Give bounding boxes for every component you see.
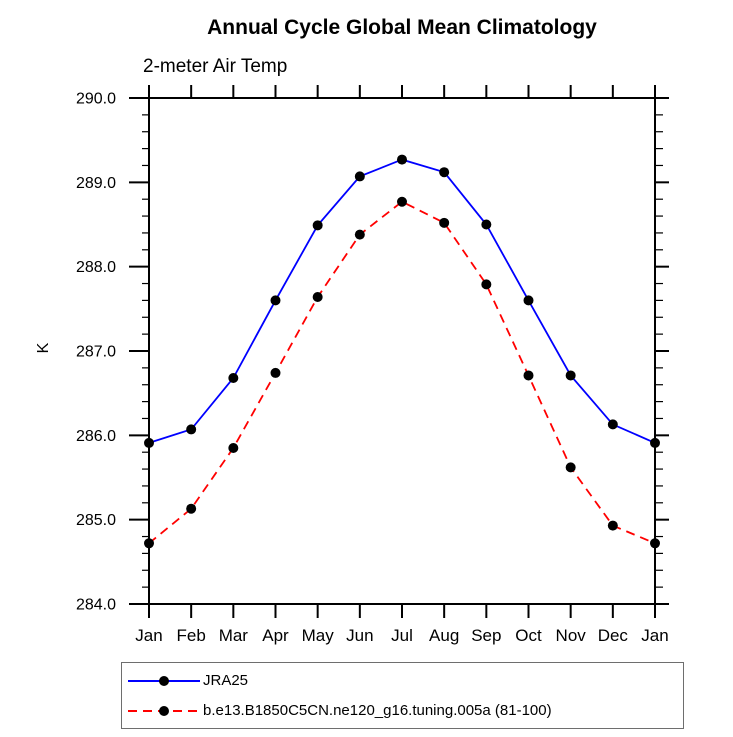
series-1-marker <box>186 503 197 514</box>
series-0-marker <box>144 437 154 448</box>
series-1-marker <box>397 196 407 207</box>
series-0-marker <box>354 171 365 182</box>
x-tick-label: Jun <box>346 626 373 645</box>
x-tick-label: Mar <box>219 626 249 645</box>
series-1-marker <box>607 520 618 531</box>
legend-swatch-solid-line <box>128 675 200 686</box>
x-tick-label: Feb <box>177 626 206 645</box>
y-tick-label: 288.0 <box>76 259 116 276</box>
legend-label: JRA25 <box>203 672 249 689</box>
y-tick-label: 285.0 <box>76 512 116 529</box>
axis-frame <box>148 97 656 605</box>
series-0-marker <box>607 419 618 430</box>
series-0-marker <box>439 167 450 178</box>
y-tick-label: 287.0 <box>76 344 116 361</box>
series-0-marker <box>186 424 197 435</box>
series-1-marker <box>144 538 154 549</box>
y-axis-label: K <box>35 342 52 353</box>
legend-label: b.e13.B1850C5CN.ne120_g16.tuning.005a (8… <box>203 702 552 719</box>
x-tick-label: Aug <box>429 626 459 645</box>
legend-marker-dot <box>159 675 169 686</box>
series-1-marker <box>565 462 576 473</box>
series-0-marker <box>312 220 323 231</box>
chart-title: Annual Cycle Global Mean Climatology <box>207 16 597 39</box>
legend-marker-dot <box>159 705 169 716</box>
x-tick-label: Apr <box>262 626 289 645</box>
x-tick-label: Dec <box>598 626 629 645</box>
legend: JRA25 b.e13.B1850C5CN.ne120_g16.tuning.0… <box>121 662 684 729</box>
series-0-marker <box>397 154 407 165</box>
x-tick-label: Jan <box>135 626 162 645</box>
x-tick-label: Nov <box>556 626 587 645</box>
legend-entry-jra25: JRA25 <box>125 666 683 696</box>
series-0-marker <box>523 295 534 306</box>
chart-subtitle: 2-meter Air Temp <box>143 56 288 77</box>
y-tick-label: 290.0 <box>76 91 116 108</box>
x-tick-label: Jul <box>391 626 413 645</box>
series-1-marker <box>228 442 239 453</box>
series-1-marker <box>650 538 660 549</box>
y-tick-label: 286.0 <box>76 428 116 445</box>
legend-entry-model: b.e13.B1850C5CN.ne120_g16.tuning.005a (8… <box>125 696 683 726</box>
series-0-marker <box>565 370 576 381</box>
x-tick-label: Sep <box>471 626 501 645</box>
y-tick-label: 284.0 <box>76 597 116 614</box>
series-1-marker <box>523 370 534 381</box>
series-1-marker <box>270 367 281 378</box>
series-1-marker <box>312 292 323 303</box>
series-1-marker <box>439 217 450 228</box>
x-tick-label: Jan <box>641 626 668 645</box>
x-tick-label: May <box>302 626 335 645</box>
series-line-1 <box>148 200 656 545</box>
series-0-marker <box>270 295 281 306</box>
series-1-marker <box>481 279 492 290</box>
x-tick-label: Oct <box>515 626 542 645</box>
series-1-marker <box>354 229 365 240</box>
series-0-marker <box>650 437 660 448</box>
series-0-marker <box>228 372 239 383</box>
series-0-marker <box>481 219 492 230</box>
legend-swatch-dashed-line <box>128 705 200 716</box>
y-tick-label: 289.0 <box>76 175 116 192</box>
